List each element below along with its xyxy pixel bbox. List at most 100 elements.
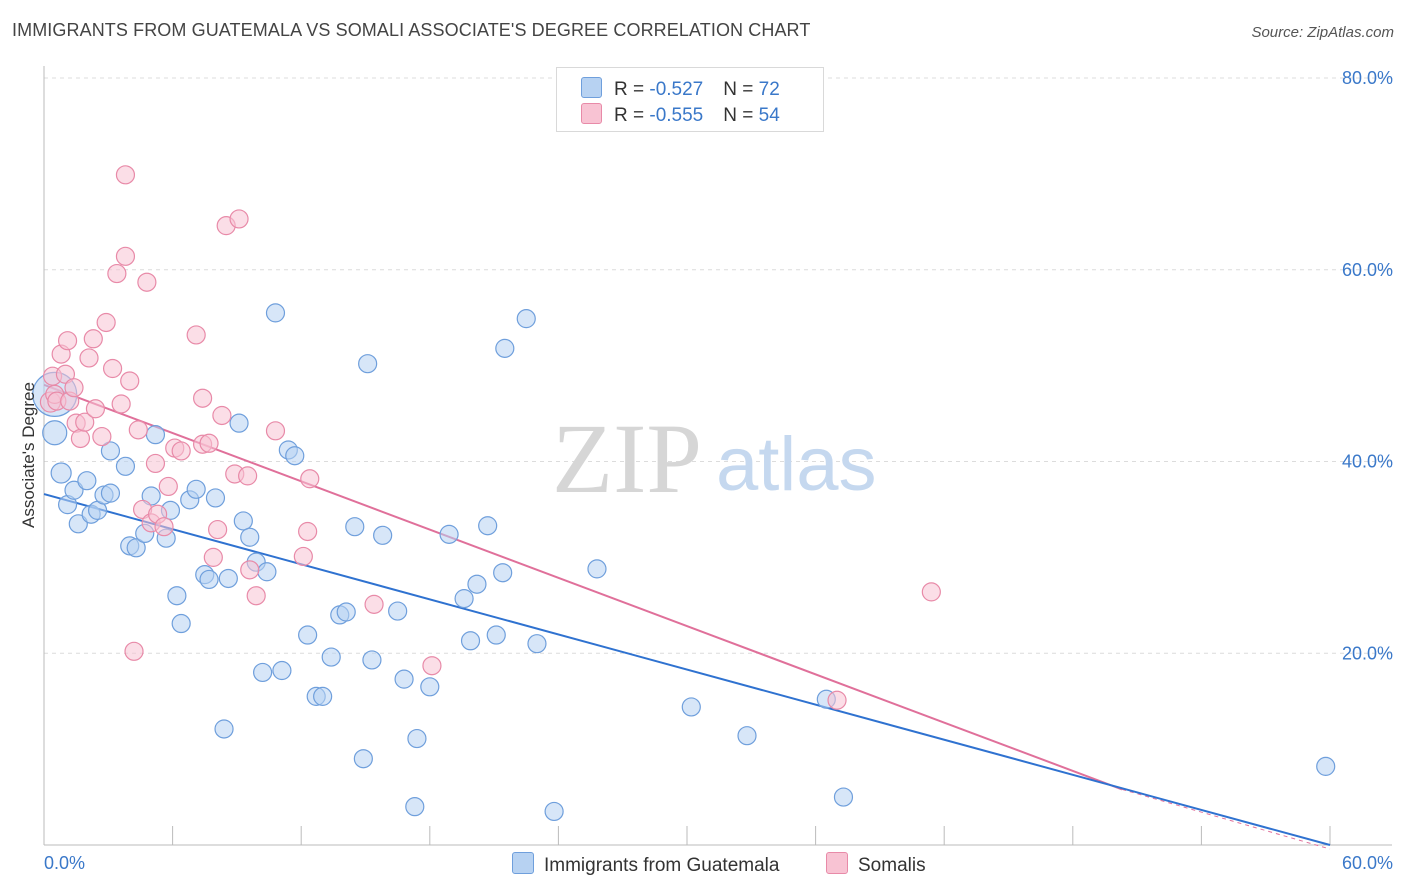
- point-guatemala: [253, 662, 273, 683]
- point-guatemala: [358, 354, 378, 374]
- point-guatemala: [229, 413, 249, 433]
- point-somali: [238, 466, 258, 486]
- axes: [43, 66, 1392, 846]
- point-guatemala: [439, 524, 459, 544]
- point-somali: [199, 433, 219, 453]
- point-guatemala: [321, 647, 341, 667]
- point-somali: [92, 426, 112, 447]
- legend-n-value: 54: [758, 105, 780, 126]
- legend-n-label: N =: [723, 79, 759, 100]
- point-somali: [827, 690, 847, 710]
- point-guatemala: [167, 586, 187, 606]
- point-somali: [120, 371, 140, 391]
- point-guatemala: [486, 625, 506, 645]
- point-somali: [422, 656, 442, 676]
- point-guatemala: [454, 589, 474, 609]
- point-guatemala: [199, 569, 219, 590]
- trend-line-somali: [43, 383, 1123, 791]
- point-guatemala: [737, 726, 757, 746]
- bottom-legend-label-somali: Somalis: [858, 855, 926, 876]
- point-guatemala: [405, 797, 425, 817]
- point-somali: [186, 325, 206, 345]
- point-somali: [55, 364, 76, 384]
- source-label: Source: ZipAtlas.com: [1251, 24, 1394, 41]
- point-guatemala: [100, 441, 121, 461]
- point-guatemala: [285, 446, 305, 466]
- y-axis-label: Associate's Degree: [19, 382, 38, 528]
- point-guatemala: [214, 719, 234, 739]
- point-somali: [124, 641, 144, 661]
- point-guatemala: [145, 425, 166, 445]
- point-somali: [79, 348, 99, 368]
- point-somali: [83, 329, 103, 349]
- point-somali: [115, 165, 136, 185]
- point-guatemala: [50, 462, 72, 484]
- point-somali: [102, 358, 123, 379]
- point-guatemala: [544, 801, 564, 822]
- point-somali: [115, 246, 136, 266]
- legend-r-value: -0.527: [649, 79, 704, 100]
- y-tick-label: 80.0%: [1342, 68, 1393, 88]
- point-somali: [212, 405, 232, 426]
- watermark-atlas: atlas: [716, 422, 877, 507]
- x-tick-label: 60.0%: [1342, 853, 1393, 873]
- point-guatemala: [388, 601, 408, 621]
- x-tick-label: 0.0%: [44, 853, 85, 873]
- point-guatemala: [313, 686, 333, 706]
- bottom-legend-swatch-blue: [512, 852, 534, 874]
- point-somali: [64, 378, 84, 398]
- point-guatemala: [257, 562, 277, 582]
- point-guatemala: [1316, 756, 1336, 776]
- point-somali: [246, 586, 266, 606]
- y-tick-label: 20.0%: [1342, 643, 1393, 663]
- point-guatemala: [460, 631, 481, 651]
- point-guatemala: [298, 625, 318, 645]
- point-somali: [137, 272, 157, 292]
- data-points: [32, 165, 1336, 822]
- point-guatemala: [265, 303, 286, 323]
- point-guatemala: [495, 338, 515, 358]
- point-guatemala: [272, 660, 292, 681]
- trend-line-guatemala: [43, 493, 1331, 846]
- point-guatemala: [233, 511, 253, 531]
- point-guatemala: [115, 456, 136, 476]
- point-guatemala: [516, 309, 536, 329]
- point-guatemala: [77, 471, 97, 491]
- point-guatemala: [394, 669, 414, 689]
- point-somali: [300, 469, 320, 489]
- point-somali: [96, 312, 116, 333]
- point-guatemala: [467, 574, 487, 594]
- point-somali: [171, 441, 191, 461]
- legend-n-label: N =: [723, 105, 759, 126]
- point-somali: [158, 476, 178, 497]
- bottom-legend-guatemala: Immigrants from Guatemala: [512, 852, 779, 877]
- point-guatemala: [240, 527, 260, 547]
- point-somali: [57, 331, 78, 351]
- trend-lines: [43, 383, 1331, 850]
- point-guatemala: [420, 677, 440, 697]
- point-somali: [240, 560, 260, 580]
- point-guatemala: [362, 650, 382, 670]
- point-somali: [128, 420, 148, 440]
- point-guatemala: [681, 697, 701, 717]
- legend-r-label: R =: [614, 105, 650, 126]
- point-guatemala: [186, 479, 206, 499]
- legend-r-value: -0.555: [649, 105, 704, 126]
- point-somali: [229, 209, 249, 229]
- bottom-legend-swatch-pink: [826, 852, 848, 874]
- point-guatemala: [336, 602, 356, 622]
- trend-line-somali-extension: [1121, 788, 1331, 850]
- tick-labels: 20.0% 40.0% 60.0% 80.0% 0.0% 60.0%: [44, 68, 1393, 873]
- point-guatemala: [218, 568, 238, 589]
- point-guatemala: [205, 488, 226, 508]
- point-guatemala: [353, 749, 373, 769]
- point-guatemala: [527, 634, 547, 654]
- point-guatemala: [587, 559, 607, 579]
- point-somali: [107, 263, 127, 284]
- point-guatemala: [141, 486, 161, 506]
- point-guatemala: [478, 516, 498, 536]
- point-guatemala: [68, 514, 88, 534]
- point-guatemala: [42, 420, 68, 446]
- legend-swatch-pink: [581, 103, 602, 124]
